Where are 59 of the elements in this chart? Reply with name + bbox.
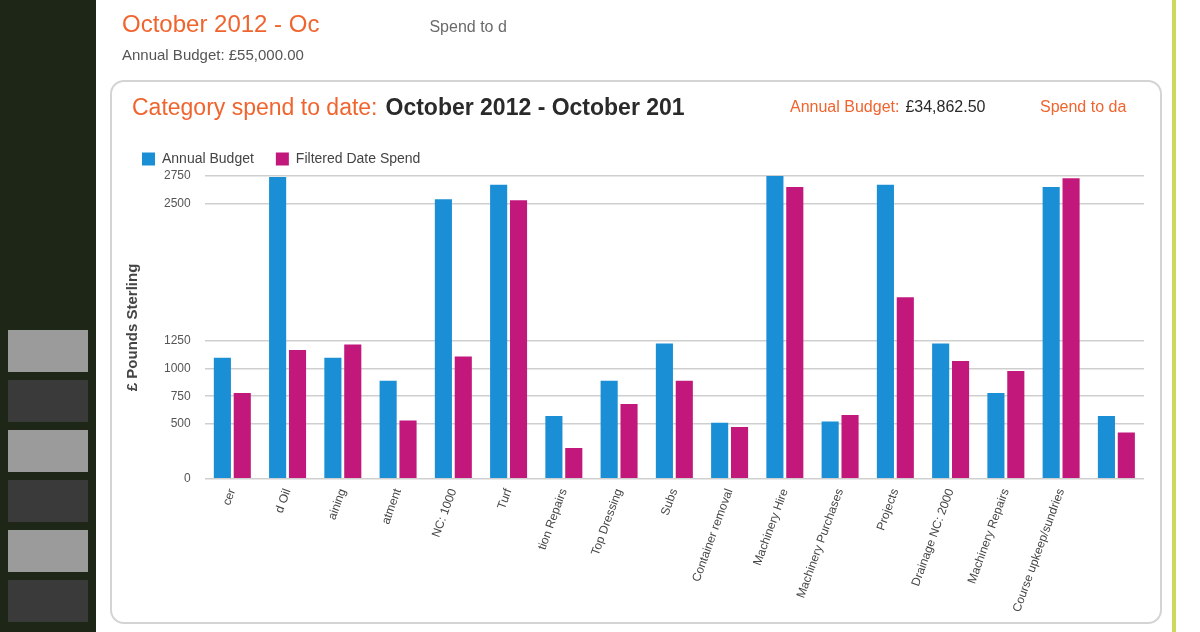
bar [821,421,839,479]
y-tick-label: 1250 [163,333,192,348]
bar [490,184,508,479]
bar [1117,432,1135,479]
y-tick-label: 750 [170,388,192,403]
y-tick-label: 2500 [163,195,192,210]
y-tick-label: 1000 [163,361,192,376]
bar [509,200,528,479]
bar [600,380,618,479]
bar [399,420,417,479]
chart-title: Category spend to date: [132,94,378,121]
y-tick-label: 500 [170,416,192,431]
bar [434,199,452,479]
bar [952,361,970,479]
text: October 2012 - Oc [122,10,320,38]
legend-label: Filtered Date Spend [295,149,421,166]
bar [932,343,950,479]
x-tick-label: aining [324,486,349,522]
bar [730,427,749,479]
y-tick-label: 2750 [163,168,192,183]
bar [1097,416,1115,479]
bar [1062,178,1080,479]
bar [324,357,342,479]
chart-subtitle: October 2012 - October 201 [385,94,685,121]
bar [987,392,1005,479]
bar [1042,187,1060,479]
x-tick-label: Turf [494,486,515,512]
bar [896,297,914,479]
bar [675,380,693,479]
text: Spend to d [429,18,507,36]
y-tick-label: 0 [184,471,192,486]
text: £34,862.50 [905,98,986,116]
bar [711,422,729,479]
text: Spend to da [1040,98,1127,116]
bar [454,356,472,479]
bar [233,392,251,479]
bar [655,343,673,479]
bar [786,187,804,479]
bar [379,380,397,479]
bar [876,184,894,479]
bar [766,176,784,479]
bar [565,448,583,479]
bar [269,177,287,479]
bar [620,403,638,479]
bar [288,350,307,479]
bar [213,357,231,479]
bar [545,416,563,479]
text: Annual Budget: £55,000.00 [122,46,304,63]
x-tick-label: Subs [657,486,681,518]
bar [841,414,859,479]
x-tick-label: NC: 1000 [428,486,460,540]
y-axis-title: £ Pounds Sterling [123,263,141,392]
text: Annual Budget: [790,98,900,116]
x-tick-label: atment [378,486,405,526]
bar [344,344,362,479]
legend-label: Annual Budget [162,149,254,166]
bar [1007,370,1025,479]
x-tick-label: cer [219,486,239,508]
x-tick-label: d Oil [271,486,294,515]
